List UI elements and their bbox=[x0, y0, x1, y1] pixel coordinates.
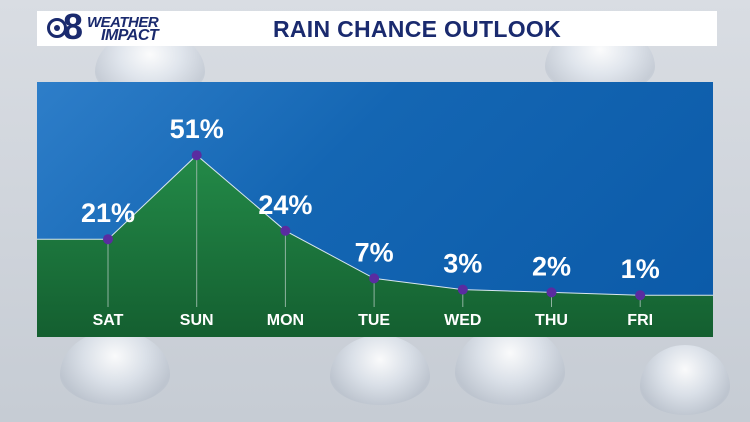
value-label-tue: 7% bbox=[355, 237, 394, 267]
data-point-sat bbox=[103, 234, 113, 245]
raindrop-decoration bbox=[60, 330, 170, 405]
data-point-thu bbox=[546, 287, 557, 298]
day-label-sun: SUN bbox=[180, 312, 214, 329]
day-label-fri: FRI bbox=[627, 312, 653, 329]
chart-panel: 21% SAT 51% SUN 24% MON 7% TUE 3% WED 2% THU 1% FRI bbox=[37, 82, 713, 337]
raindrop-decoration bbox=[330, 335, 430, 405]
data-point-fri bbox=[635, 290, 646, 301]
station-logo: 8 WEATHER IMPACT bbox=[45, 9, 175, 45]
value-label-thu: 2% bbox=[532, 251, 571, 281]
rain-chance-chart: 21% SAT 51% SUN 24% MON 7% TUE 3% WED 2% THU 1% FRI bbox=[37, 114, 713, 337]
value-label-fri: 1% bbox=[621, 254, 660, 284]
day-label-sat: SAT bbox=[93, 312, 124, 329]
eye-icon bbox=[47, 18, 67, 38]
value-label-wed: 3% bbox=[443, 249, 482, 279]
logo-impact-text: IMPACT bbox=[101, 27, 159, 44]
data-point-sun bbox=[191, 150, 202, 161]
value-label-sat: 21% bbox=[81, 198, 135, 228]
page-title: RAIN CHANCE OUTLOOK bbox=[272, 16, 562, 42]
data-point-wed bbox=[457, 284, 468, 295]
logo-weather-text: WEATHER bbox=[87, 14, 159, 31]
day-label-wed: WED bbox=[444, 312, 481, 329]
value-label-mon: 24% bbox=[258, 190, 312, 220]
day-label-thu: THU bbox=[535, 312, 568, 329]
rain-area bbox=[37, 155, 713, 337]
data-point-tue bbox=[369, 273, 380, 284]
raindrop-decoration bbox=[455, 325, 565, 405]
day-label-tue: TUE bbox=[358, 312, 390, 329]
header-bar: 8 WEATHER IMPACT RAIN CHANCE OUTLOOK bbox=[37, 9, 717, 46]
day-label-mon: MON bbox=[267, 312, 304, 329]
data-point-mon bbox=[280, 225, 291, 236]
raindrop-decoration bbox=[640, 345, 730, 415]
value-label-sun: 51% bbox=[170, 114, 224, 144]
